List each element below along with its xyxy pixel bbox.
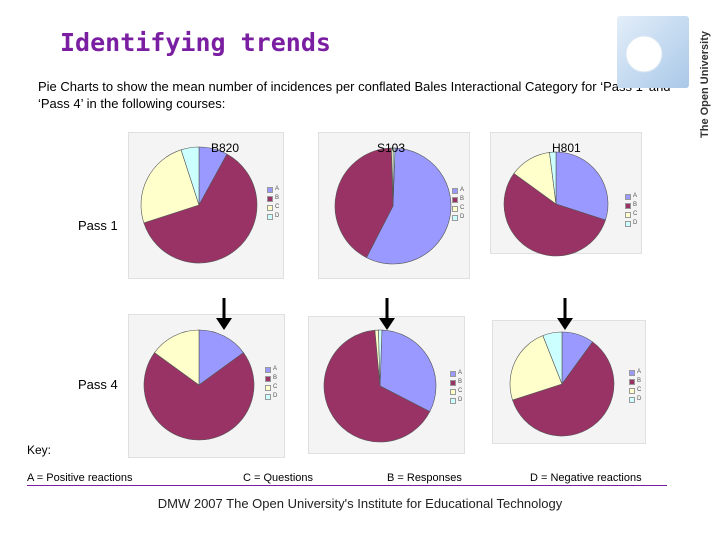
logo-text: The Open University	[699, 30, 711, 138]
open-university-logo	[617, 16, 689, 88]
legend-s103-pass4: A B C D	[450, 369, 462, 405]
key-underline	[27, 485, 667, 486]
pie-slice-b820-pass1-b	[143, 153, 258, 264]
legend-label: D	[637, 396, 642, 402]
legend-label: B	[460, 196, 465, 202]
legend-label: C	[273, 384, 278, 390]
course-label-s103: S103	[377, 141, 406, 155]
legend-label: D	[275, 213, 280, 219]
legend-swatch	[450, 397, 456, 404]
legend-h801-pass4: A B C D	[629, 368, 641, 404]
legend-label: A	[275, 186, 280, 192]
legend-label: D	[273, 393, 278, 399]
legend-label: D	[460, 214, 465, 220]
legend-swatch	[452, 214, 458, 221]
legend-swatch	[450, 388, 456, 395]
legend-swatch	[629, 396, 635, 403]
arrow-down-icon-s103	[379, 298, 395, 330]
legend-swatch	[452, 187, 458, 194]
legend-b820-pass1: A B C D	[267, 185, 279, 221]
pie-slice-h801-pass1-d	[549, 151, 557, 205]
open-university-logo-text: The Open University	[699, 30, 711, 138]
legend-swatch	[267, 213, 273, 220]
legend-swatch	[267, 204, 273, 211]
arrow-down-icon-b820	[216, 298, 232, 330]
legend-swatch	[265, 375, 271, 382]
legend-label: B	[633, 202, 638, 208]
pass-label-1: Pass 1	[78, 218, 118, 233]
key-item-a: A = Positive reactions	[27, 472, 133, 484]
legend-label: C	[458, 388, 463, 394]
legend-swatch	[452, 205, 458, 212]
slide-footer: DMW 2007 The Open University's Institute…	[157, 496, 563, 511]
legend-swatch	[265, 393, 271, 400]
legend-label: A	[460, 187, 465, 193]
legend-label: B	[275, 195, 280, 201]
legend-swatch	[629, 387, 635, 394]
pie-slice-s103-pass1-a	[366, 147, 452, 265]
arrow-down-icon-h801	[557, 298, 573, 330]
legend-swatch	[625, 193, 631, 200]
legend-label: A	[458, 370, 463, 376]
pie-slice-h801-pass1-b	[503, 173, 606, 257]
pie-slice-s103-pass4-b	[323, 329, 431, 443]
legend-s103-pass1: A B C D	[452, 186, 464, 222]
course-label-h801: H801	[552, 141, 581, 155]
pie-slice-h801-pass4-b	[512, 341, 615, 437]
pie-slice-s103-pass4-a	[379, 329, 437, 413]
legend-swatch	[450, 370, 456, 377]
pie-slice-b820-pass1-d	[180, 146, 200, 206]
legend-label: B	[273, 375, 278, 381]
key-item-c: C = Questions	[243, 472, 314, 484]
pie-slice-b820-pass4-a	[198, 329, 244, 386]
pie-slice-s103-pass4-d	[378, 329, 383, 387]
legend-label: C	[275, 204, 280, 210]
legend-label: A	[273, 366, 278, 372]
legend-b820-pass4: A B C D	[265, 365, 277, 401]
legend-label: A	[637, 369, 642, 375]
legend-swatch	[625, 202, 631, 209]
legend-label: B	[458, 379, 463, 385]
legend-swatch	[629, 378, 635, 385]
key-item-b: B = Responses	[387, 472, 462, 484]
legend-swatch	[265, 384, 271, 391]
key-title: Key:	[27, 443, 52, 457]
legend-swatch	[265, 366, 271, 373]
slide-subtitle: Pie Charts to show the mean number of in…	[38, 79, 671, 111]
legend-label: B	[637, 378, 642, 384]
pie-slice-s103-pass1-d	[392, 147, 396, 207]
legend-label: C	[460, 205, 465, 211]
legend-label: C	[633, 211, 638, 217]
legend-swatch	[629, 369, 635, 376]
pass-label-4: Pass 4	[78, 377, 118, 392]
pie-slice-b820-pass4-b	[143, 352, 255, 441]
legend-swatch	[267, 195, 273, 202]
legend-swatch	[452, 196, 458, 203]
legend-swatch	[625, 220, 631, 227]
pie-slice-h801-pass4-d	[542, 331, 563, 385]
legend-label: A	[633, 193, 638, 199]
legend-label: D	[633, 220, 638, 226]
legend-swatch	[625, 211, 631, 218]
legend-swatch	[267, 186, 273, 193]
legend-swatch	[450, 379, 456, 386]
slide-title: Identifying trends	[60, 28, 331, 57]
course-label-b820: B820	[211, 141, 240, 155]
legend-label: C	[637, 387, 642, 393]
legend-label: D	[458, 397, 463, 403]
pie-slice-b820-pass4-c	[154, 329, 200, 386]
pie-slice-s103-pass1-b	[334, 147, 394, 258]
ou-logo-icon	[625, 35, 663, 73]
key-item-d: D = Negative reactions	[530, 472, 642, 484]
pie-slice-h801-pass1-a	[555, 151, 609, 221]
legend-h801-pass1: A B C D	[625, 192, 637, 228]
pie-slice-b820-pass1-c	[140, 149, 200, 224]
